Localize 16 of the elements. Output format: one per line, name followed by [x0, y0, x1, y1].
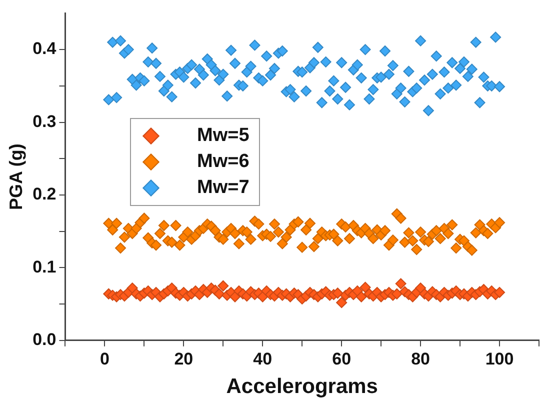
y-tick-label: 0.3: [32, 112, 56, 131]
x-tick-label: 40: [253, 349, 272, 368]
legend-label: Mw=6: [197, 151, 250, 173]
y-tick-label: 0.0: [32, 330, 56, 350]
y-tick-label: 0.4: [32, 39, 57, 58]
legend-label: Mw=5: [197, 125, 250, 147]
x-tick-label: 100: [485, 349, 514, 368]
x-tick-label: 0: [100, 349, 110, 368]
x-tick-label: 20: [174, 349, 194, 368]
y-tick-label: 0.2: [32, 184, 56, 204]
y-axis-title: PGA (g): [6, 144, 26, 210]
y-tick-label: 0.1: [32, 257, 56, 276]
x-axis-title: Accelerograms: [226, 375, 378, 398]
legend-label: Mw=7: [197, 177, 250, 199]
x-tick-label: 80: [411, 349, 430, 368]
x-tick-label: 60: [332, 349, 352, 368]
